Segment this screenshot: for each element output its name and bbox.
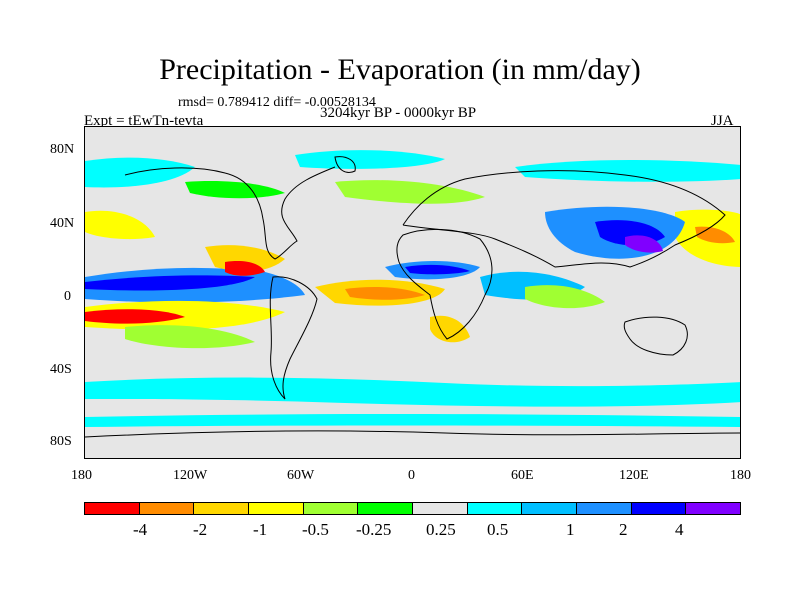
- colorbar-box: [85, 503, 140, 514]
- colorbar-box: [358, 503, 414, 514]
- lat-tick-40n: 40N: [50, 216, 75, 231]
- season-label: JJA: [711, 113, 734, 129]
- colorbar-label: 0.5: [487, 520, 509, 539]
- lat-tick-40s: 40S: [50, 362, 72, 377]
- colorbar-box: [577, 503, 632, 514]
- colorbar-box: [686, 503, 741, 514]
- period-label: 3204kyr BP - 0000kyr BP: [320, 105, 477, 121]
- field-caribbean-red: [225, 261, 265, 276]
- coastlines: [85, 156, 740, 438]
- field-sahel-core: [405, 264, 470, 275]
- field-io-green: [525, 285, 605, 309]
- map-canvas: [85, 127, 740, 458]
- coast-antarctica: [85, 430, 740, 438]
- colorbar-box: [413, 503, 468, 514]
- colorbar-box: [139, 503, 195, 514]
- colorbar: [84, 502, 741, 515]
- coast-australia: [623, 316, 688, 356]
- field-npac-yellow: [85, 210, 155, 240]
- field-na-green: [185, 181, 285, 199]
- lon-tick-0: 0: [408, 468, 415, 483]
- field-north-atlantic-green: [335, 180, 485, 204]
- colorbar-label: 4: [675, 520, 684, 539]
- colorbar-label: -4: [133, 520, 148, 539]
- lat-tick-0: 0: [64, 289, 71, 304]
- field-southern-ocean: [85, 377, 740, 407]
- colorbar-label: -1: [253, 520, 268, 539]
- field-monsoon-peak: [625, 235, 663, 253]
- lon-tick-120e: 120E: [619, 468, 649, 483]
- coast-south-america: [269, 276, 318, 400]
- colorbar-box: [631, 503, 687, 514]
- coast-north-america: [124, 166, 336, 260]
- field-arctic-pacific: [85, 157, 195, 188]
- lon-tick-60w: 60W: [287, 468, 315, 483]
- experiment-label: Expt = tEwTn-tevta: [84, 113, 204, 129]
- field-itcz-pacific-core: [85, 275, 255, 291]
- coast-africa: [396, 228, 493, 340]
- colorbar-box: [522, 503, 578, 514]
- lon-tick-120w: 120W: [173, 468, 208, 483]
- coast-eurasia: [402, 170, 726, 268]
- field-spac-green: [125, 325, 255, 349]
- colorbar-label: -0.5: [302, 520, 329, 539]
- colorbar-label: -0.25: [356, 520, 392, 539]
- lon-tick-180w: 180: [71, 468, 92, 483]
- colorbar-label: 0.25: [426, 520, 456, 539]
- lon-tick-60e: 60E: [511, 468, 534, 483]
- colorbar-label: -2: [193, 520, 208, 539]
- colorbar-label: 2: [619, 520, 628, 539]
- colorbar-label: 1: [566, 520, 575, 539]
- field-antarctic-band: [85, 414, 740, 427]
- colorbar-box: [303, 503, 359, 514]
- field-siberia: [515, 160, 740, 182]
- colorbar-box: [249, 503, 304, 514]
- lat-tick-80s: 80S: [50, 434, 72, 449]
- lon-tick-180e: 180: [730, 468, 751, 483]
- field-sepac-red: [85, 309, 185, 324]
- lat-tick-80n: 80N: [50, 142, 75, 157]
- field-southern-africa: [430, 315, 470, 343]
- coast-greenland: [334, 156, 356, 173]
- map-title: Precipitation - Evaporation (in mm/day): [159, 53, 641, 86]
- map-panel: [84, 126, 741, 459]
- colorbar-box: [467, 503, 523, 514]
- field-atlantic-orange: [345, 287, 425, 300]
- colorbar-box: [194, 503, 250, 514]
- stats-line: rmsd= 0.789412 diff= -0.00528134: [178, 95, 376, 110]
- field-arctic-atlantic: [295, 150, 445, 169]
